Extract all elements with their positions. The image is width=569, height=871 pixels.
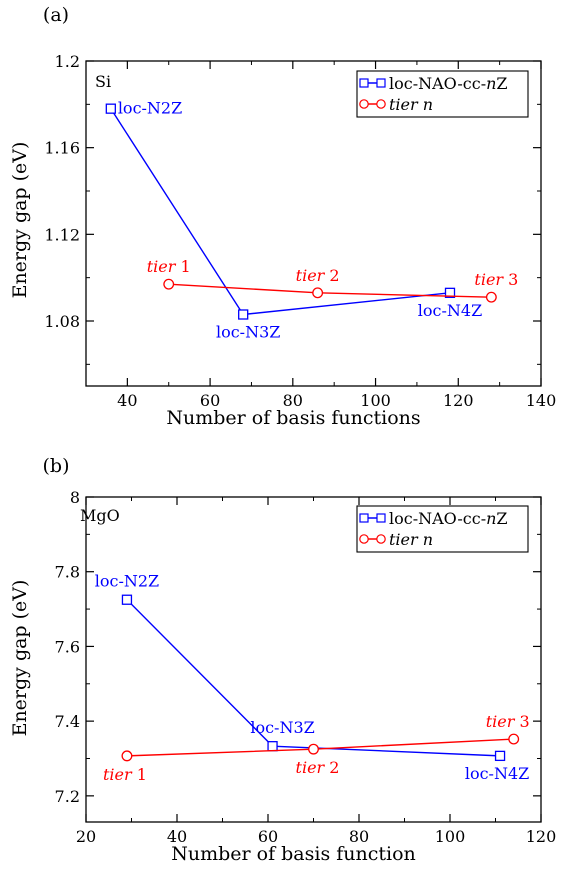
- tier-series-point-label: tier 3: [474, 270, 518, 289]
- y-tick-label: 7.4: [55, 712, 80, 731]
- tier-series-point-label: tier 2: [296, 266, 340, 285]
- x-tick-label: 120: [526, 827, 557, 846]
- tier-label-number: 2: [324, 266, 339, 285]
- x-axis-title: Number of basis function: [171, 843, 416, 865]
- x-tick-label: 60: [200, 391, 220, 410]
- legend-label-prefix: loc-NAO-cc-: [389, 509, 486, 528]
- tier-series-point: [485, 291, 497, 303]
- tier-series-point: [121, 750, 133, 762]
- loc-nao-series-point: [105, 103, 116, 114]
- y-tick-label: 7.8: [55, 563, 80, 582]
- legend-marker-circle: [359, 534, 369, 544]
- legend-label-italic: n: [486, 509, 496, 528]
- tier-series-point: [312, 287, 324, 299]
- legend-marker-square: [376, 513, 386, 523]
- tier-label-word: tier: [103, 765, 133, 784]
- x-tick-label: 20: [76, 827, 96, 846]
- x-tick-label: 100: [360, 391, 391, 410]
- tier-series-point-label: tier 1: [147, 257, 191, 276]
- plot-frame: [85, 60, 542, 387]
- legend-label-suffix: Z: [496, 509, 507, 528]
- y-axis-title: Energy gap (eV): [9, 142, 31, 299]
- legend-marker-circle: [376, 99, 386, 109]
- tier-label-word: tier: [147, 257, 177, 276]
- tier-label-word: tier: [486, 712, 516, 731]
- x-tick-label: 60: [258, 827, 278, 846]
- x-axis-title: Number of basis functions: [166, 407, 420, 429]
- legend-marker-circle: [359, 99, 369, 109]
- loc-nao-series-point: [267, 741, 278, 752]
- legend-label-italic: n: [486, 74, 496, 93]
- material-label: Si: [95, 72, 111, 91]
- y-tick-label: 1.08: [44, 312, 80, 331]
- tier-series-point-label: tier 3: [486, 712, 530, 731]
- y-tick-label: 1.12: [44, 225, 80, 244]
- legend-entry-label: loc-NAO-cc-nZ: [389, 509, 508, 528]
- legend-marker-circle: [376, 534, 386, 544]
- chart-panel-a: (a) 40 60 80 100 120 140 1.08 1.12 1.16 1.2 Number …: [9, 4, 556, 429]
- tier-series-point: [508, 733, 520, 745]
- x-tick-label: 80: [283, 391, 303, 410]
- loc-nao-series-point: [494, 750, 506, 762]
- tier-series-point: [163, 278, 175, 290]
- legend-label-italic: tier n: [389, 530, 433, 549]
- tier-series-point: [308, 743, 319, 755]
- legend-marker-square: [376, 78, 386, 88]
- loc-nao-series-point-label: loc-N4Z: [418, 301, 482, 320]
- y-tick-label: 1.16: [44, 139, 80, 158]
- loc-nao-series-point: [121, 594, 133, 605]
- loc-nao-series-point-label: loc-N3Z: [216, 323, 280, 342]
- tier-label-word: tier: [296, 758, 326, 777]
- loc-nao-series-point: [444, 287, 456, 298]
- x-tick-label: 120: [443, 391, 474, 410]
- legend-label-prefix: loc-NAO-cc-: [389, 74, 486, 93]
- x-tick-label: 40: [117, 391, 137, 410]
- legend-entry-label: tier n: [389, 530, 433, 549]
- loc-nao-series-point-label: loc-N2Z: [118, 99, 182, 118]
- y-tick-label: 7.2: [55, 787, 80, 806]
- tier-label-number: 1: [175, 257, 190, 276]
- x-tick-label: 140: [526, 391, 557, 410]
- y-tick-label: 8: [70, 488, 80, 507]
- y-tick-label: 7.6: [55, 637, 80, 656]
- tier-label-number: 1: [132, 765, 147, 784]
- legend-entry-label: loc-NAO-cc-nZ: [389, 74, 508, 93]
- tier-series-point-label: tier 2: [296, 758, 340, 777]
- tier-series-line: [168, 283, 492, 298]
- tier-label-word: tier: [296, 266, 326, 285]
- loc-nao-series-point-label: loc-N4Z: [465, 764, 529, 783]
- legend-marker-square: [359, 78, 369, 88]
- y-tick-label: 1.2: [55, 52, 80, 71]
- y-axis-title: Energy gap (eV): [9, 580, 31, 737]
- x-tick-label: 80: [349, 827, 369, 846]
- panel-label: (b): [43, 455, 70, 477]
- x-tick-label: 100: [435, 827, 466, 846]
- tier-label-number: 3: [503, 270, 518, 289]
- x-tick-label: 40: [167, 827, 187, 846]
- loc-nao-series-line: [110, 108, 451, 316]
- legend-label-italic: tier n: [389, 95, 433, 114]
- legend-marker-square: [359, 513, 369, 523]
- loc-nao-series-point-label: loc-N2Z: [95, 572, 159, 591]
- loc-nao-series-point: [238, 309, 249, 320]
- tier-label-number: 2: [324, 758, 339, 777]
- panel-label: (a): [43, 4, 69, 26]
- legend-entry-label: tier n: [389, 95, 433, 114]
- chart-panel-b: (b) 20 40 60 80 100 120 7.2 7.4 7.6 7.8 8 Number of …: [9, 455, 556, 865]
- legend-label-suffix: Z: [496, 74, 507, 93]
- tier-series-point-label: tier 1: [103, 765, 147, 784]
- tier-label-number: 3: [514, 712, 529, 731]
- loc-nao-series-point-label: loc-N3Z: [250, 718, 314, 737]
- material-label: MgO: [80, 506, 120, 525]
- tier-label-word: tier: [474, 270, 504, 289]
